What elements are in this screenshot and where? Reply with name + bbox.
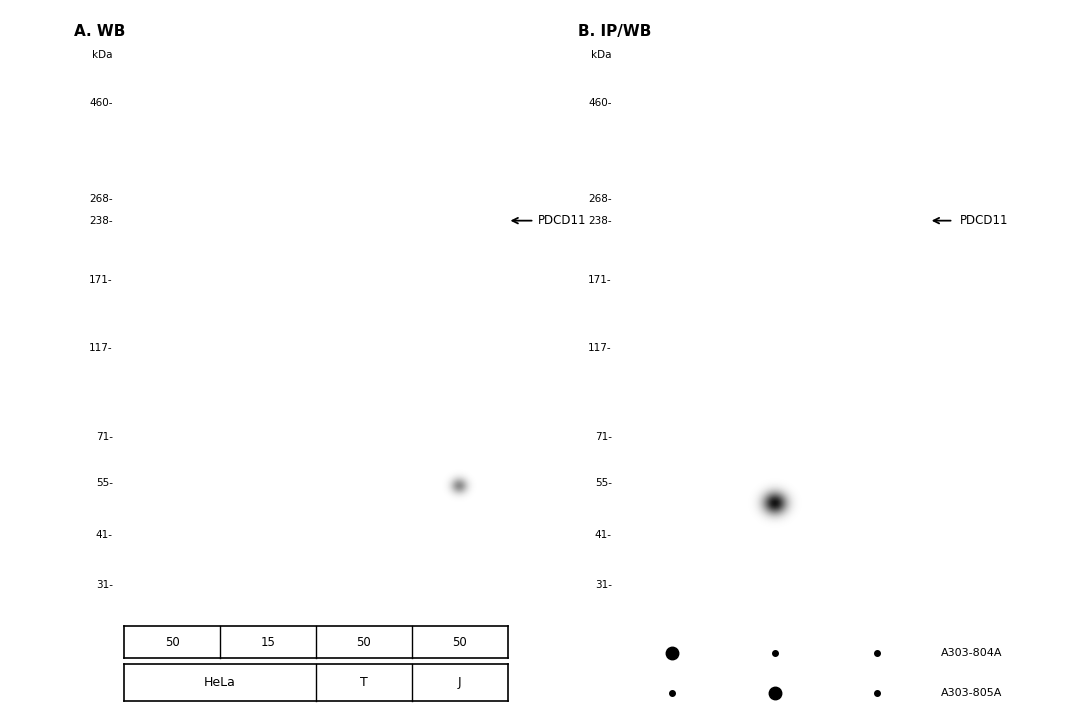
Text: 71-: 71-	[96, 432, 112, 442]
Text: A303-804A: A303-804A	[941, 648, 1002, 658]
Text: 41-: 41-	[595, 530, 611, 540]
Text: A. WB: A. WB	[75, 23, 125, 38]
Text: 71-: 71-	[595, 432, 611, 442]
Text: 238-: 238-	[89, 216, 112, 225]
Text: 31-: 31-	[96, 580, 112, 590]
Text: 55-: 55-	[96, 478, 112, 488]
Text: 15: 15	[260, 635, 275, 649]
Text: 268-: 268-	[589, 194, 611, 204]
Text: HeLa: HeLa	[204, 676, 237, 689]
Text: 117-: 117-	[89, 342, 112, 352]
Text: 50: 50	[165, 635, 179, 649]
Text: 50: 50	[356, 635, 372, 649]
Text: 31-: 31-	[595, 580, 611, 590]
Text: PDCD11: PDCD11	[959, 214, 1008, 227]
Text: A303-805A: A303-805A	[941, 688, 1002, 698]
Text: 117-: 117-	[589, 342, 611, 352]
Text: kDa: kDa	[92, 50, 112, 60]
Text: 460-: 460-	[90, 98, 112, 108]
Text: 171-: 171-	[589, 275, 611, 285]
Text: 268-: 268-	[89, 194, 112, 204]
Text: 50: 50	[453, 635, 467, 649]
Text: T: T	[360, 676, 367, 689]
Text: 41-: 41-	[96, 530, 112, 540]
Text: 171-: 171-	[89, 275, 112, 285]
Text: J: J	[458, 676, 461, 689]
Text: PDCD11: PDCD11	[538, 214, 586, 227]
Text: kDa: kDa	[591, 50, 611, 60]
Text: 460-: 460-	[589, 98, 611, 108]
Text: 238-: 238-	[589, 216, 611, 225]
Text: 55-: 55-	[595, 478, 611, 488]
Text: B. IP/WB: B. IP/WB	[578, 23, 651, 38]
